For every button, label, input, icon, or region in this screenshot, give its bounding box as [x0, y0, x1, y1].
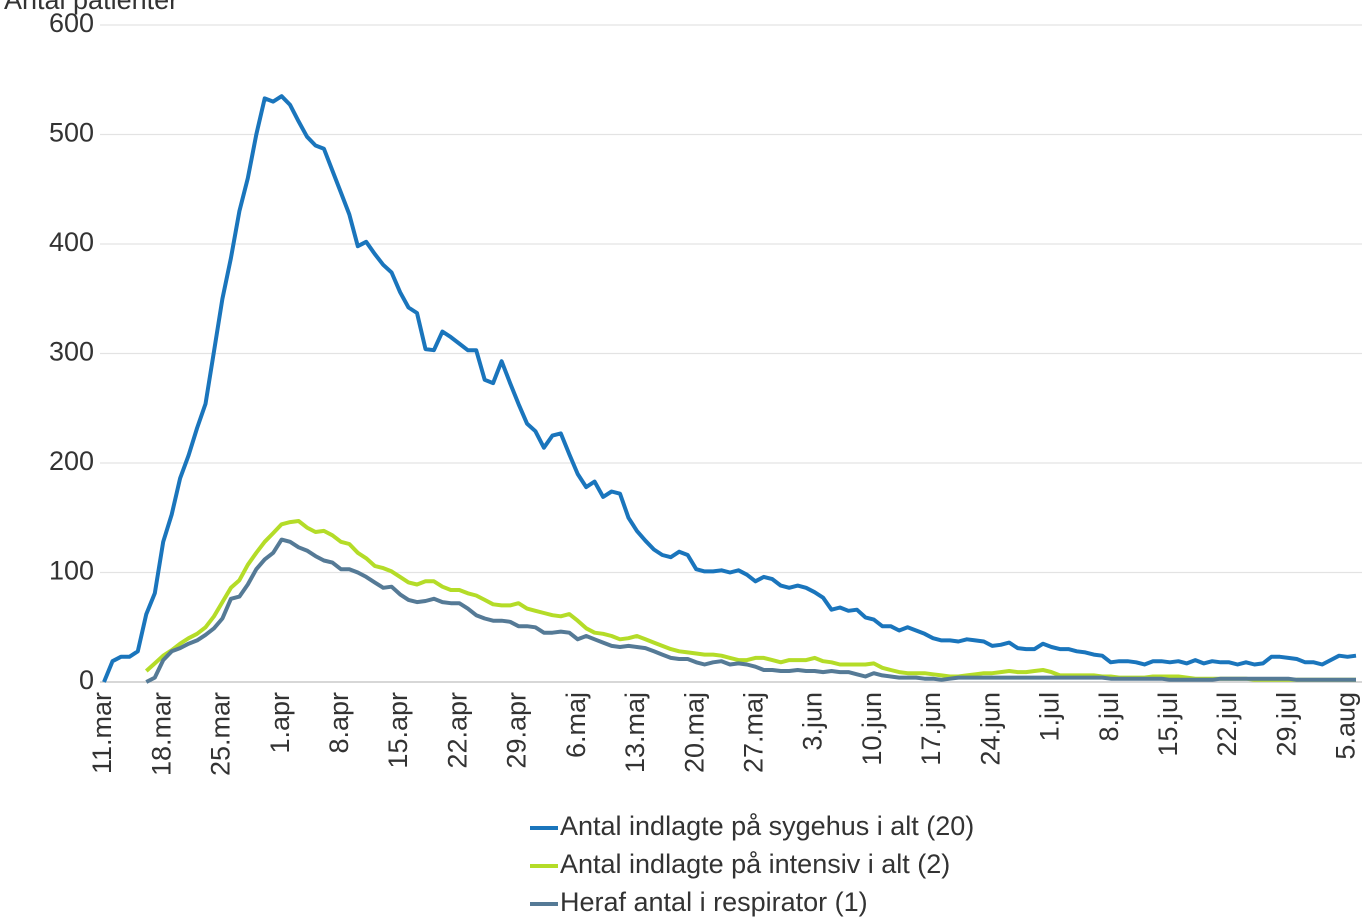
y-tick-label: 100: [49, 556, 94, 586]
legend-label: Antal indlagte på sygehus i alt (20): [560, 811, 974, 841]
x-tick-label: 20.maj: [679, 692, 709, 773]
x-tick-label: 29.apr: [502, 692, 532, 769]
legend-label: Heraf antal i respirator (1): [560, 887, 868, 917]
y-tick-label: 400: [49, 227, 94, 257]
y-tick-label: 300: [49, 337, 94, 367]
x-tick-label: 11.mar: [87, 692, 117, 774]
x-tick-label: 22.apr: [442, 692, 472, 769]
x-tick-label: 3.jun: [798, 692, 828, 751]
y-tick-label: 500: [49, 118, 94, 148]
x-tick-label: 22.jul: [1212, 692, 1242, 757]
legend-label: Antal indlagte på intensiv i alt (2): [560, 849, 950, 879]
x-tick-label: 29.jul: [1271, 692, 1301, 757]
series-line: [145, 537, 1356, 684]
x-tick-label: 15.apr: [383, 692, 413, 769]
x-tick-label: 10.jun: [857, 692, 887, 766]
x-tick-label: 25.mar: [206, 692, 236, 776]
series-line: [144, 519, 1356, 682]
y-tick-label: 200: [49, 446, 94, 476]
y-tick-label: 0: [79, 665, 94, 695]
x-tick-label: 8.apr: [324, 692, 354, 754]
x-tick-label: 27.maj: [739, 692, 769, 773]
x-tick-label: 13.maj: [620, 692, 650, 773]
x-tick-label: 5.aug: [1331, 692, 1361, 760]
x-tick-label: 1.apr: [265, 692, 295, 754]
x-tick-label: 18.mar: [146, 692, 176, 776]
x-tick-label: 24.jun: [975, 692, 1005, 766]
x-tick-label: 6.maj: [561, 692, 591, 758]
x-tick-label: 17.jun: [916, 692, 946, 766]
series-line: [102, 94, 1357, 683]
y-axis-title: Antal patienter: [4, 0, 178, 15]
x-tick-label: 8.jul: [1094, 692, 1124, 742]
x-tick-label: 1.jul: [1035, 692, 1065, 742]
x-tick-label: 15.jul: [1153, 692, 1183, 757]
y-tick-label: 600: [49, 8, 94, 38]
